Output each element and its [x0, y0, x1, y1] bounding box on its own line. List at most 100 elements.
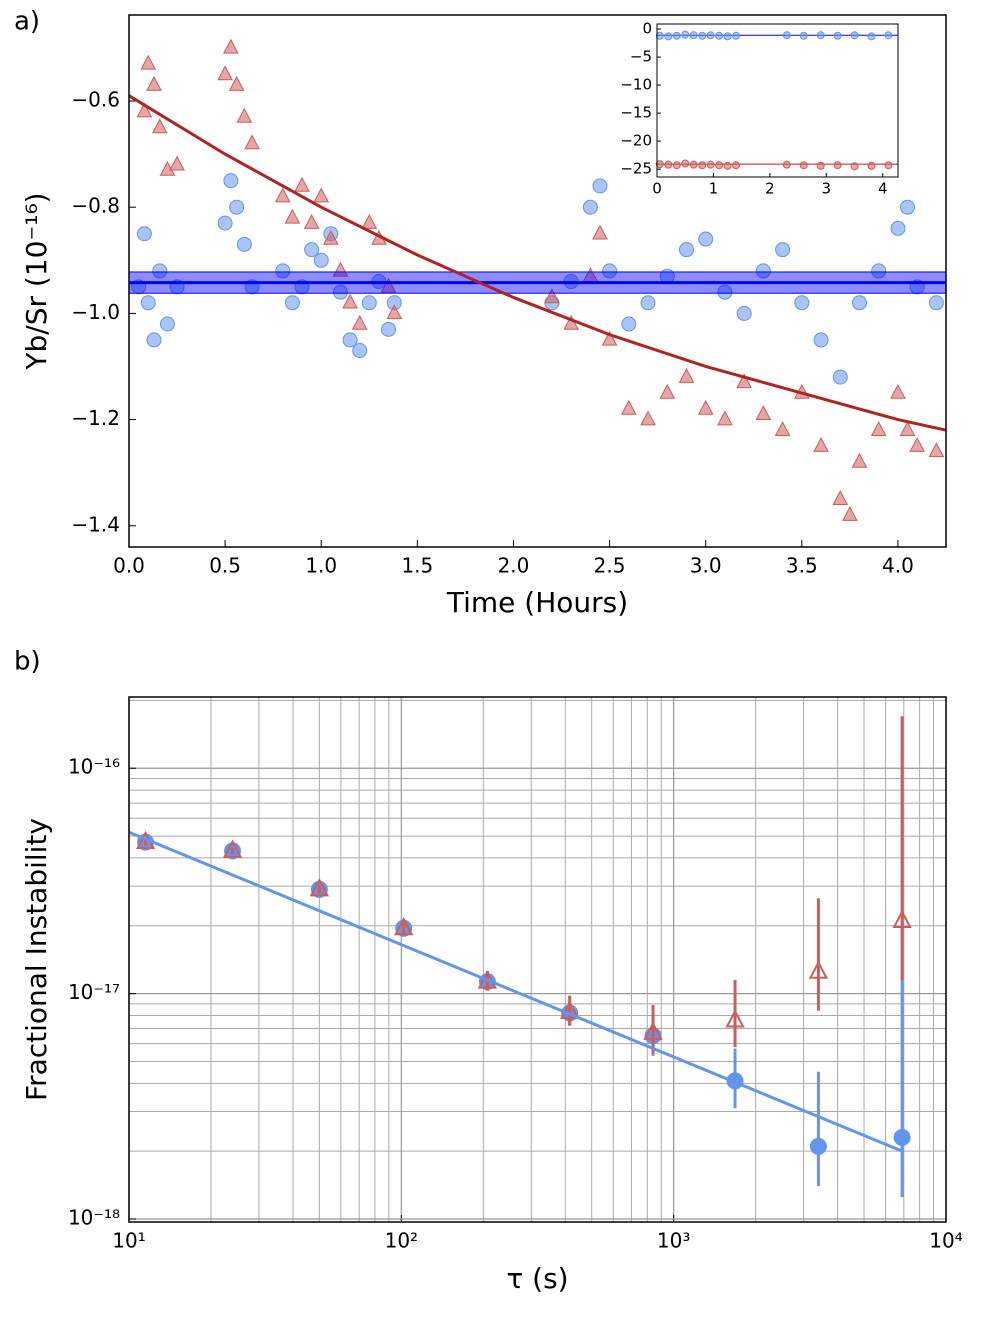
circle-marker [140, 295, 156, 311]
triangle-marker [928, 442, 945, 458]
plot-frame [656, 23, 899, 178]
x-tick-label: 4 [878, 180, 888, 198]
circle-marker [782, 31, 791, 40]
plot-frame [128, 696, 947, 1223]
circle-marker [833, 31, 842, 40]
circle-marker [698, 231, 714, 247]
circle-marker [732, 161, 741, 170]
plot-frame [128, 14, 947, 548]
circle-marker [275, 263, 291, 279]
y-tick-label: 10⁻¹⁸ [68, 1206, 120, 1230]
circle-marker [717, 284, 733, 300]
x-tick-label: 10² [385, 1229, 418, 1253]
circle-marker [782, 160, 791, 169]
circle-marker [884, 31, 893, 40]
y-axis-label: Fractional Instability [20, 818, 53, 1101]
x-tick-label: 4.0 [882, 554, 914, 578]
triangle-marker [620, 399, 637, 415]
x-axis-label: τ (s) [506, 1262, 568, 1295]
triangle-marker [284, 208, 301, 224]
triangle-marker [394, 916, 414, 936]
triangle-marker [136, 102, 153, 118]
panel-label: a) [14, 7, 40, 37]
x-tick-label: 2 [765, 180, 775, 198]
circle-marker [698, 31, 707, 40]
triangle-marker [697, 399, 714, 415]
triangle-marker [217, 65, 233, 81]
circle-marker [146, 332, 162, 348]
triangle-marker [380, 277, 397, 293]
triangle-marker [736, 373, 752, 389]
circle-marker [799, 31, 808, 40]
circle-marker [681, 30, 690, 39]
circle-marker [678, 242, 694, 258]
triangle-marker [146, 75, 162, 91]
triangle-marker [228, 75, 245, 91]
circle-marker [893, 1128, 911, 1146]
circle-marker [217, 215, 233, 231]
circle-marker [867, 161, 876, 170]
triangle-marker [774, 421, 791, 436]
triangle-marker [851, 452, 868, 468]
triangle-marker [832, 490, 849, 505]
circle-marker [229, 199, 245, 215]
triangle-marker [477, 970, 498, 989]
triangle-marker [870, 421, 887, 436]
circle-marker [715, 161, 724, 170]
triangle-marker [274, 187, 291, 203]
circle-marker [900, 199, 916, 215]
y-tick-label: −1.2 [71, 406, 120, 430]
circle-marker [304, 242, 320, 258]
circle-marker [928, 295, 944, 311]
y-tick-label: 10⁻¹⁷ [68, 980, 120, 1004]
circle-marker [867, 32, 876, 41]
circle-marker [809, 1137, 827, 1155]
circle-marker [850, 162, 859, 171]
triangle-marker [151, 118, 168, 134]
circle-marker [332, 284, 348, 300]
x-tick-label: 1 [709, 180, 719, 198]
x-tick-label: 0 [652, 180, 662, 198]
x-tick-label: 2.0 [498, 554, 530, 578]
x-tick-label: 10³ [657, 1229, 690, 1253]
triangle-marker [808, 960, 829, 979]
circle-marker [655, 31, 664, 40]
circle-marker [223, 173, 239, 189]
triangle-marker [601, 330, 618, 346]
triangle-marker [659, 383, 676, 399]
circle-marker [816, 161, 825, 170]
y-tick-label: −0.8 [71, 194, 120, 218]
triangle-marker [244, 134, 260, 150]
circle-marker [799, 161, 808, 170]
x-tick-label: 10¹ [112, 1229, 145, 1253]
x-tick-label: 1.0 [305, 554, 337, 578]
triangle-marker [813, 436, 829, 452]
circle-marker [352, 343, 368, 359]
circle-marker [681, 159, 690, 168]
triangle-marker [717, 410, 733, 426]
y-tick-label: −15 [620, 104, 652, 122]
x-tick-label: 2.5 [594, 554, 626, 578]
triangle-marker [140, 54, 157, 70]
circle-marker [794, 295, 810, 311]
circle-marker [813, 332, 829, 348]
fit-line [128, 830, 903, 1153]
y-tick-label: −5 [630, 48, 652, 66]
plot-area [657, 24, 898, 177]
triangle-marker [222, 839, 243, 858]
triangle-marker [361, 214, 378, 229]
circle-marker [715, 31, 724, 40]
y-tick-label: −25 [620, 160, 652, 178]
triangle-marker [755, 405, 772, 421]
x-tick-label: 3 [822, 180, 832, 198]
triangle-marker [236, 107, 253, 123]
circle-marker [136, 226, 152, 242]
circle-marker [159, 316, 175, 332]
circle-marker [236, 236, 252, 252]
circle-marker [582, 199, 598, 215]
circle-marker [706, 160, 715, 169]
panel-label: b) [14, 647, 41, 677]
x-tick-label: 0.0 [113, 554, 145, 578]
x-tick-label: 0.5 [209, 554, 241, 578]
